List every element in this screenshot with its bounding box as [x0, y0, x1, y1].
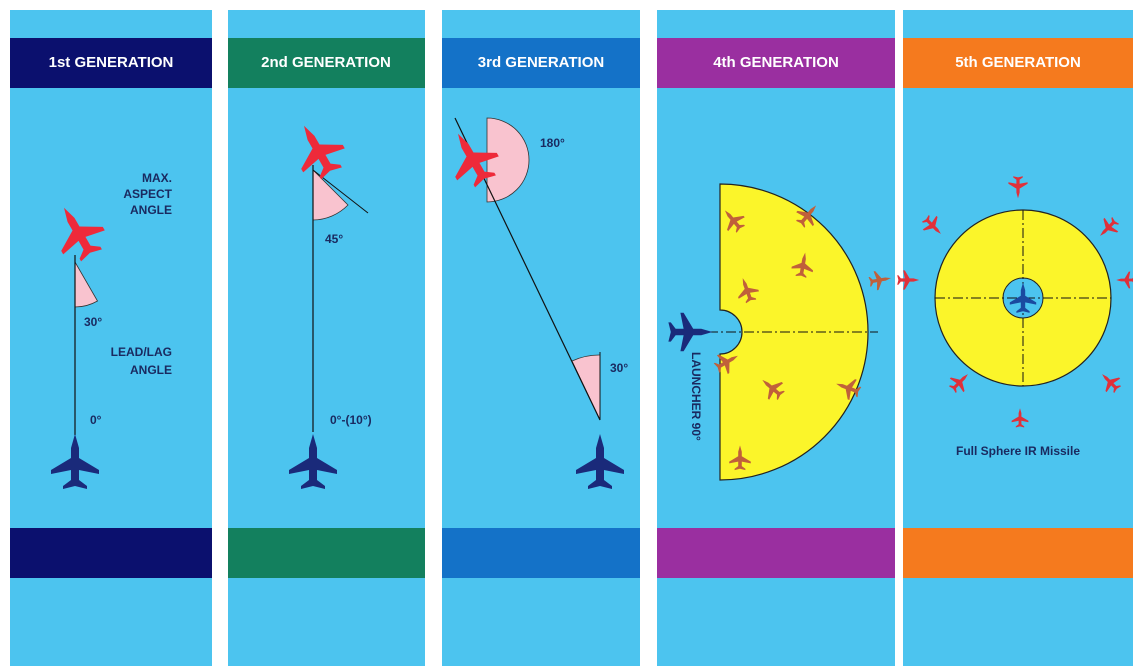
header-text: 1st GENERATION: [49, 54, 174, 71]
caption: Full Sphere IR Missile: [956, 444, 1080, 458]
panel-header: [903, 38, 1133, 88]
panel-2: [228, 10, 425, 666]
rear-hemisphere: [486, 117, 530, 203]
panel-1: [10, 10, 212, 666]
panel-3: [442, 10, 640, 666]
label: MAX.: [142, 171, 172, 185]
label: 30°: [610, 361, 628, 375]
label: ASPECT: [123, 187, 172, 201]
header-text: 2nd GENERATION: [261, 54, 391, 71]
label: 0°: [90, 413, 102, 427]
panel-footer-bar: [657, 528, 895, 578]
header-text: 4th GENERATION: [713, 54, 839, 71]
label: 0°-(10°): [330, 413, 372, 427]
label: ANGLE: [130, 203, 172, 217]
panel-header: [657, 38, 895, 88]
label: 45°: [325, 232, 343, 246]
panel-footer-bar: [442, 528, 640, 578]
label: LEAD/LAG: [111, 345, 172, 359]
label: LAUNCHER 90°: [689, 352, 703, 441]
label: ANGLE: [130, 363, 172, 377]
panel-footer-bar: [10, 528, 212, 578]
header-text: 3rd GENERATION: [478, 54, 604, 71]
panel-footer-bar: [228, 528, 425, 578]
label: 180°: [540, 136, 565, 150]
panel-header: [10, 38, 212, 88]
label: 30°: [84, 315, 102, 329]
panel-footer-bar: [903, 528, 1133, 578]
panel-header: [228, 38, 425, 88]
panel-header: [442, 38, 640, 88]
header-text: 5th GENERATION: [955, 54, 1081, 71]
